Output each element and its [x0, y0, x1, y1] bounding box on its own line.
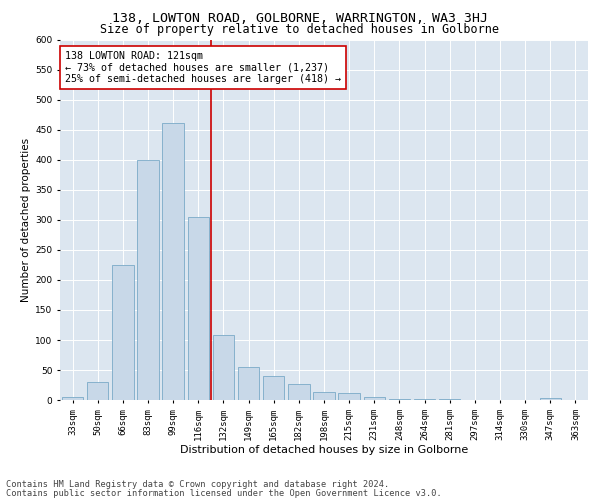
Bar: [137, 160, 158, 400]
Y-axis label: Number of detached properties: Number of detached properties: [21, 138, 31, 302]
Bar: [389, 399, 410, 400]
Text: Contains HM Land Registry data © Crown copyright and database right 2024.: Contains HM Land Registry data © Crown c…: [6, 480, 389, 489]
Bar: [439, 399, 460, 400]
Bar: [87, 382, 109, 400]
Text: 138, LOWTON ROAD, GOLBORNE, WARRINGTON, WA3 3HJ: 138, LOWTON ROAD, GOLBORNE, WARRINGTON, …: [112, 12, 488, 26]
Bar: [338, 394, 360, 400]
Bar: [213, 335, 234, 400]
Bar: [112, 265, 134, 400]
Text: Contains public sector information licensed under the Open Government Licence v3: Contains public sector information licen…: [6, 489, 442, 498]
Bar: [288, 384, 310, 400]
Bar: [62, 397, 83, 400]
Bar: [539, 398, 561, 400]
X-axis label: Distribution of detached houses by size in Golborne: Distribution of detached houses by size …: [180, 446, 468, 456]
Bar: [163, 123, 184, 400]
Bar: [238, 367, 259, 400]
Bar: [414, 399, 435, 400]
Text: 138 LOWTON ROAD: 121sqm
← 73% of detached houses are smaller (1,237)
25% of semi: 138 LOWTON ROAD: 121sqm ← 73% of detache…: [65, 51, 341, 84]
Bar: [313, 392, 335, 400]
Bar: [364, 397, 385, 400]
Bar: [263, 376, 284, 400]
Text: Size of property relative to detached houses in Golborne: Size of property relative to detached ho…: [101, 22, 499, 36]
Bar: [188, 217, 209, 400]
